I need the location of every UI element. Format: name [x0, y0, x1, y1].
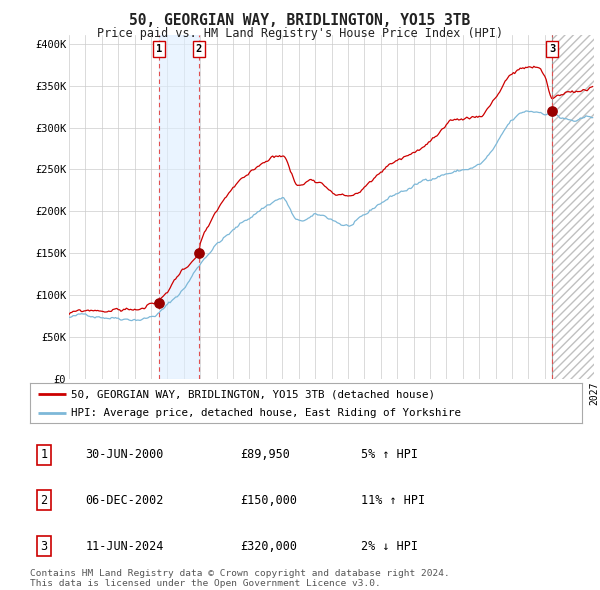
Text: 5% ↑ HPI: 5% ↑ HPI	[361, 448, 418, 461]
Bar	[159, 35, 199, 379]
Text: 2: 2	[196, 44, 202, 54]
Text: 1: 1	[156, 44, 163, 54]
Text: 3: 3	[549, 44, 555, 54]
Point	[194, 248, 204, 258]
Text: 30-JUN-2000: 30-JUN-2000	[85, 448, 164, 461]
Text: Contains HM Land Registry data © Crown copyright and database right 2024.
This d: Contains HM Land Registry data © Crown c…	[30, 569, 450, 588]
Text: Price paid vs. HM Land Registry's House Price Index (HPI): Price paid vs. HM Land Registry's House …	[97, 27, 503, 40]
Point	[154, 299, 164, 308]
Text: £89,950: £89,950	[240, 448, 290, 461]
Bar	[552, 35, 594, 379]
Text: 50, GEORGIAN WAY, BRIDLINGTON, YO15 3TB (detached house): 50, GEORGIAN WAY, BRIDLINGTON, YO15 3TB …	[71, 389, 436, 399]
Text: 50, GEORGIAN WAY, BRIDLINGTON, YO15 3TB: 50, GEORGIAN WAY, BRIDLINGTON, YO15 3TB	[130, 13, 470, 28]
Point	[547, 106, 557, 116]
Text: HPI: Average price, detached house, East Riding of Yorkshire: HPI: Average price, detached house, East…	[71, 408, 461, 418]
Text: 3: 3	[40, 540, 47, 553]
Text: 11-JUN-2024: 11-JUN-2024	[85, 540, 164, 553]
Text: 06-DEC-2002: 06-DEC-2002	[85, 494, 164, 507]
Bar	[552, 35, 594, 379]
Text: 1: 1	[40, 448, 47, 461]
Text: 2% ↓ HPI: 2% ↓ HPI	[361, 540, 418, 553]
Text: 11% ↑ HPI: 11% ↑ HPI	[361, 494, 425, 507]
Text: £150,000: £150,000	[240, 494, 297, 507]
Text: 2: 2	[40, 494, 47, 507]
Text: £320,000: £320,000	[240, 540, 297, 553]
